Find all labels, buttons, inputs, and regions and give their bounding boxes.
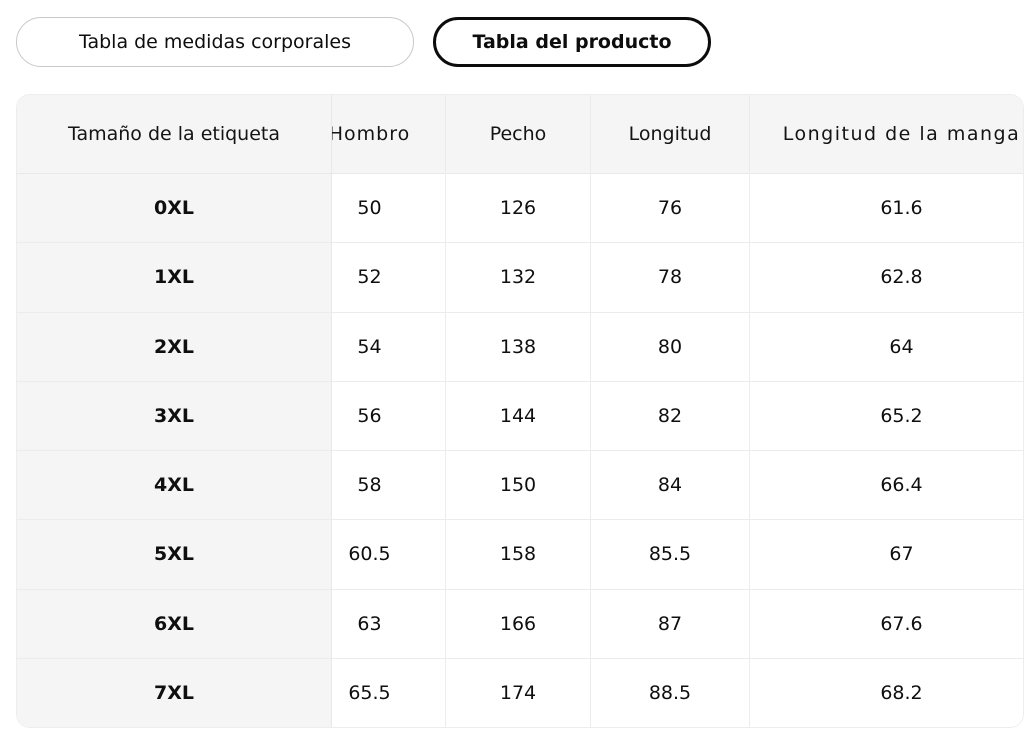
table-cell[interactable]: 67 (750, 520, 1023, 590)
column-header-pecho: Pecho (446, 95, 590, 174)
table-cell[interactable]: 82 (591, 381, 749, 451)
table-cell[interactable]: 65.2 (750, 381, 1023, 451)
row-label: 5XL (17, 520, 331, 590)
row-label: 6XL (17, 589, 331, 659)
row-label: 0XL (17, 174, 331, 244)
table-cell[interactable]: 67.6 (750, 589, 1023, 659)
tab-product[interactable]: Tabla del producto (433, 17, 711, 67)
row-label: 7XL (17, 658, 331, 727)
table-cell[interactable]: 158 (446, 520, 590, 590)
column-header-hombro: Hombro (332, 95, 445, 174)
table-cell[interactable]: 132 (446, 243, 590, 313)
column-header-manga: Longitud de la manga (750, 95, 1023, 174)
table-cell[interactable]: 76 (591, 174, 749, 244)
table-cell[interactable]: 62.8 (750, 243, 1023, 313)
table-cell[interactable]: 85.5 (591, 520, 749, 590)
table-cell[interactable]: 60.5 (332, 520, 445, 590)
table-cell[interactable]: 78 (591, 243, 749, 313)
tab-bar: Tabla de medidas corporales Tabla del pr… (16, 17, 711, 67)
table-cell[interactable]: 64 (750, 312, 1023, 382)
column-header-label-size: Tamaño de la etiqueta (17, 95, 331, 174)
selected-cell[interactable]: 144 (446, 381, 590, 451)
size-label-column: Tamaño de la etiqueta 0XL 1XL 2XL 3XL 4XL 5XL… (17, 95, 332, 727)
row-label: 4XL (17, 451, 331, 521)
row-label: 2XL (17, 312, 331, 382)
table-cell[interactable]: 87 (591, 589, 749, 659)
table-scroll-area[interactable]: Hombro 50 52 54 56 58 60.5 63 65.5 Pecho 126 132 138… (332, 95, 1023, 727)
table-cell[interactable]: 61.6 (750, 174, 1023, 244)
table-cell[interactable]: 65.5 (332, 658, 445, 727)
tab-body-measurements[interactable]: Tabla de medidas corporales (16, 17, 414, 67)
table-cell[interactable]: 150 (446, 451, 590, 521)
table-cell[interactable]: 174 (446, 658, 590, 727)
table-cell[interactable]: 88.5 (591, 658, 749, 727)
table-cell[interactable]: 126 (446, 174, 590, 244)
table-cell[interactable]: 80 (591, 312, 749, 382)
table-cell[interactable]: 58 (332, 451, 445, 521)
size-table: Tamaño de la etiqueta 0XL 1XL 2XL 3XL 4XL 5XL… (16, 94, 1024, 728)
table-cell[interactable]: 66.4 (750, 451, 1023, 521)
table-cell[interactable]: 84 (591, 451, 749, 521)
table-cell[interactable]: 138 (446, 312, 590, 382)
table-cell[interactable]: 50 (332, 174, 445, 244)
table-cell[interactable]: 68.2 (750, 658, 1023, 727)
column-header-longitud: Longitud (591, 95, 749, 174)
table-cell[interactable]: 54 (332, 312, 445, 382)
table-cell[interactable]: 56 (332, 381, 445, 451)
table-cell[interactable]: 166 (446, 589, 590, 659)
table-cell[interactable]: 63 (332, 589, 445, 659)
row-label: 3XL (17, 381, 331, 451)
table-cell[interactable]: 52 (332, 243, 445, 313)
row-label: 1XL (17, 243, 331, 313)
